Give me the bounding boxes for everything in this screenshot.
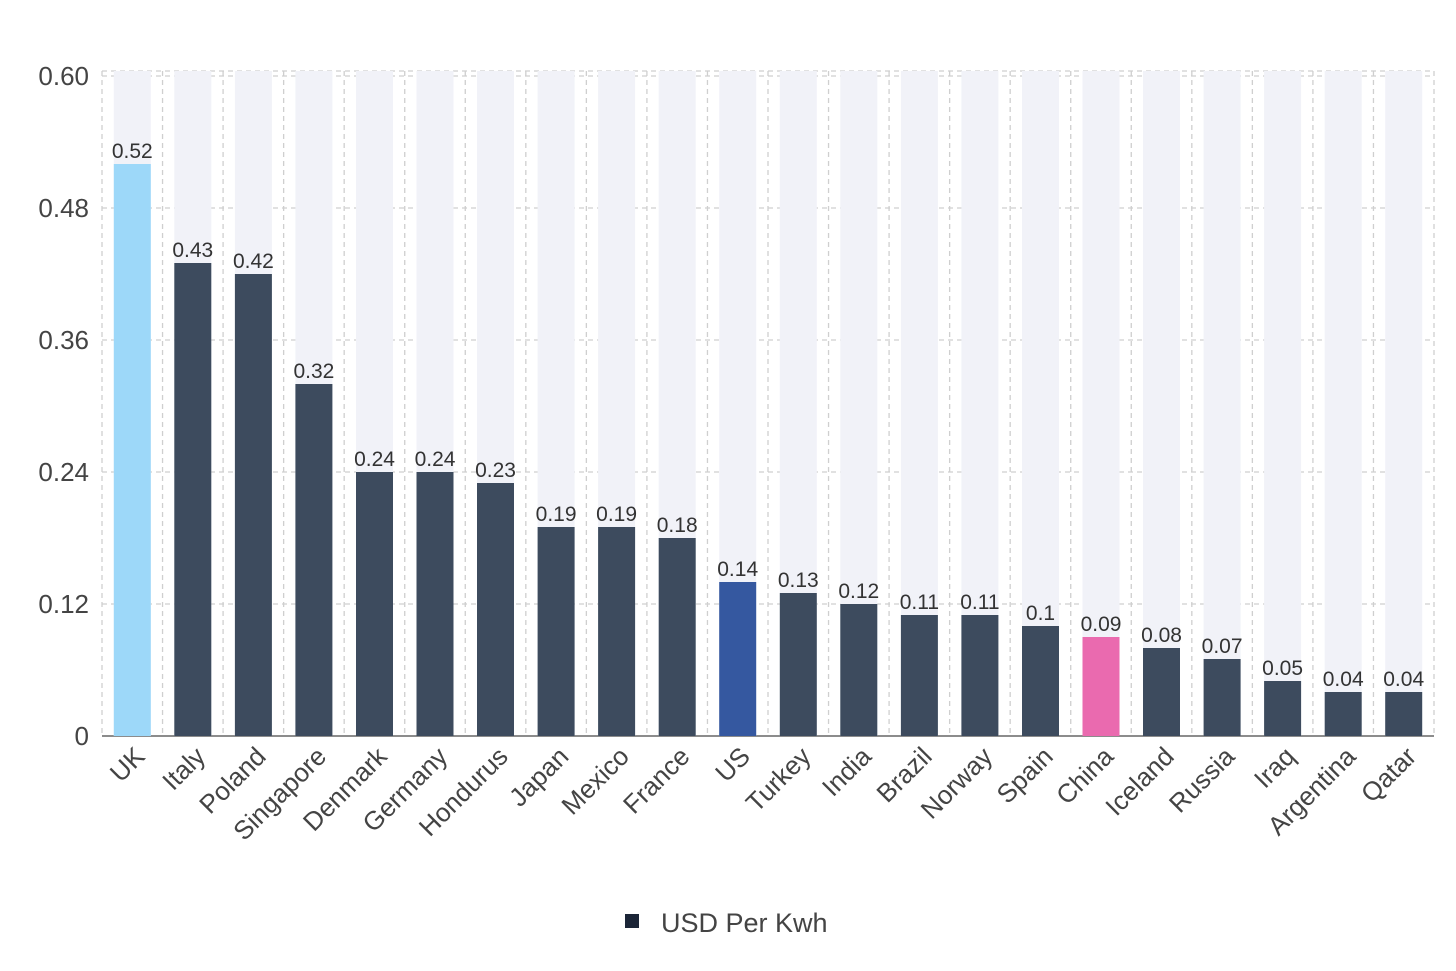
value-label: 0.18	[657, 514, 698, 537]
bar-india[interactable]	[840, 604, 878, 736]
bar-russia[interactable]	[1203, 659, 1241, 736]
y-tick-label: 0.36	[38, 325, 89, 355]
legend-label: USD Per Kwh	[661, 908, 828, 938]
value-label: 0.23	[475, 459, 516, 482]
value-label: 0.09	[1081, 613, 1122, 636]
x-tick-label: US	[709, 741, 756, 788]
value-label: 0.04	[1323, 668, 1364, 691]
bar-singapore[interactable]	[295, 384, 333, 736]
bar-denmark[interactable]	[356, 472, 393, 736]
value-label: 0.42	[233, 250, 274, 273]
value-label: 0.32	[293, 360, 334, 383]
bar-track	[1324, 71, 1362, 736]
value-label: 0.24	[415, 448, 456, 471]
value-label: 0.43	[172, 239, 213, 262]
bar-track	[1385, 71, 1423, 736]
value-label: 0.19	[596, 503, 637, 526]
bar-hondurus[interactable]	[477, 483, 514, 736]
x-tick-label: Iceland	[1099, 741, 1179, 821]
bar-track	[1143, 71, 1180, 736]
bar-uk[interactable]	[113, 164, 151, 736]
bar-track	[1264, 71, 1302, 736]
bar-track	[1203, 71, 1241, 736]
bar-germany[interactable]	[416, 472, 454, 736]
x-tick-label: Turkey	[740, 741, 817, 818]
bar-france[interactable]	[658, 538, 696, 736]
bar-poland[interactable]	[234, 274, 272, 736]
value-label: 0.11	[900, 591, 939, 614]
bar-track	[1022, 71, 1059, 736]
value-label: 0.04	[1383, 668, 1424, 691]
value-label: 0.14	[717, 558, 758, 581]
value-label: 0.19	[536, 503, 577, 526]
value-label: 0.08	[1141, 624, 1182, 647]
y-tick-label: 0.60	[38, 61, 89, 91]
bar-brazil[interactable]	[900, 615, 938, 736]
y-tick-label: 0.48	[38, 193, 89, 223]
x-tick-label: India	[816, 741, 877, 802]
value-label: 0.1	[1026, 602, 1055, 625]
bar-track	[1082, 71, 1120, 736]
value-label: 0.24	[354, 448, 395, 471]
bar-us[interactable]	[719, 582, 757, 736]
y-tick-label: 0	[75, 721, 89, 751]
value-label: 0.52	[112, 140, 153, 163]
bar-argentina[interactable]	[1324, 692, 1362, 736]
bar-norway[interactable]	[961, 615, 999, 736]
x-axis-category-labels: UK ItalyPolandSingaporeDenmarkGermanyHond…	[104, 740, 1422, 846]
value-label-layer: 0.52 0.43 0.42 0.32 0.24 0.24 0.23 0.19 0.19 0.18…	[112, 140, 1425, 691]
x-tick-label: Russia	[1163, 741, 1241, 819]
y-axis-tick-labels: 0 0.12 0.24 0.36 0.48 0.60	[38, 61, 89, 751]
bar-china[interactable]	[1082, 637, 1120, 736]
bar-turkey[interactable]	[779, 593, 817, 736]
x-tick-label: UK	[104, 741, 151, 788]
value-label: 0.11	[960, 591, 999, 614]
bar-iraq[interactable]	[1264, 681, 1302, 736]
x-tick-label: Qatar	[1355, 741, 1422, 808]
legend-swatch	[625, 914, 639, 928]
bar-layer	[113, 164, 1423, 736]
bar-italy[interactable]	[174, 263, 212, 736]
x-tick-label: France	[617, 741, 695, 819]
bar-iceland[interactable]	[1143, 648, 1180, 736]
value-label: 0.12	[838, 580, 879, 603]
value-label: 0.05	[1262, 657, 1303, 680]
x-tick-label: Spain	[991, 741, 1059, 809]
y-tick-label: 0.12	[38, 589, 89, 619]
legend: USD Per Kwh	[625, 908, 828, 938]
value-label: 0.13	[778, 569, 819, 592]
bar-qatar[interactable]	[1385, 692, 1423, 736]
x-tick-label: Mexico	[555, 741, 634, 820]
value-label: 0.07	[1202, 635, 1243, 658]
bar-mexico[interactable]	[598, 527, 636, 736]
bar-japan[interactable]	[537, 527, 575, 736]
y-tick-label: 0.24	[38, 457, 89, 487]
x-tick-label: Iraq	[1248, 741, 1301, 794]
bar-spain[interactable]	[1022, 626, 1059, 736]
